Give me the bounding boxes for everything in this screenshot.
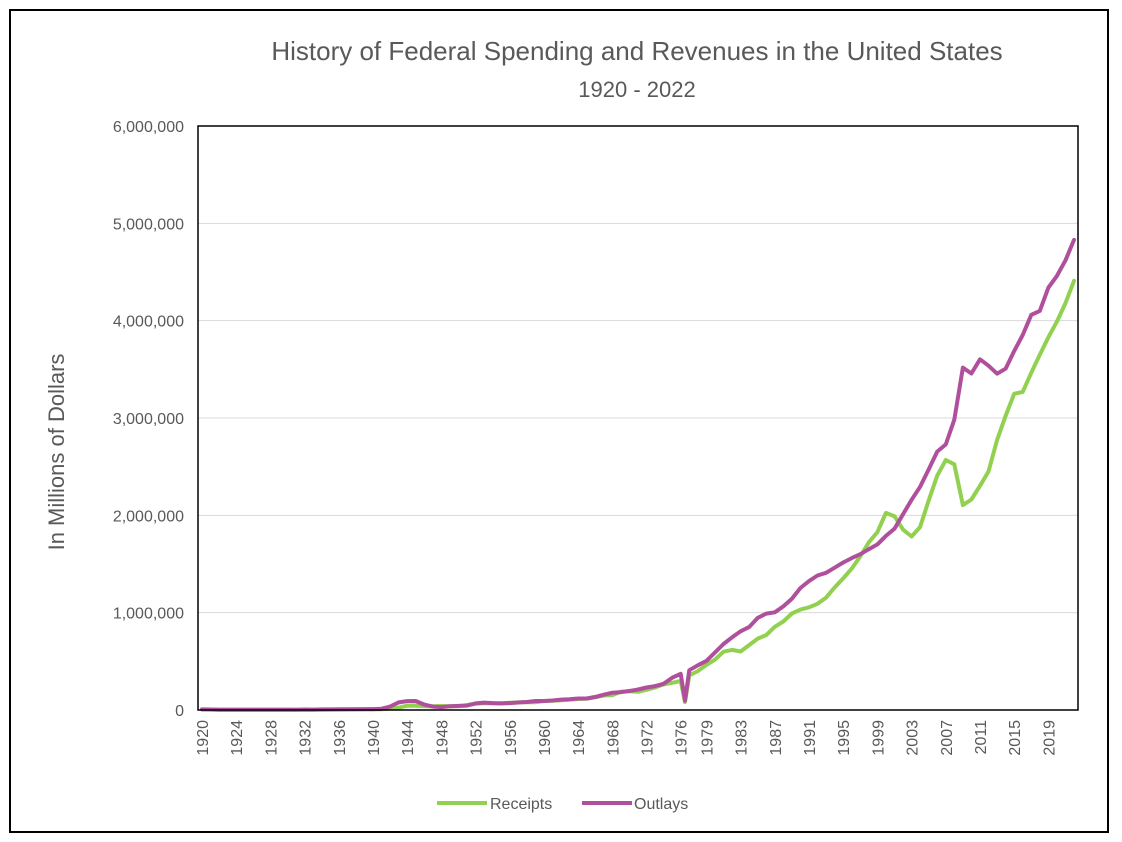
x-tick-label: 1936 <box>332 720 349 756</box>
line-chart: History of Federal Spending and Revenues… <box>11 11 1107 831</box>
y-tick-label: 2,000,000 <box>113 508 184 525</box>
x-tick-label: 1932 <box>298 720 315 756</box>
x-tick-label: 2015 <box>1007 720 1024 756</box>
series-line-outlays <box>202 240 1074 710</box>
x-tick-label: 1940 <box>366 720 383 756</box>
x-tick-label: 1972 <box>640 720 657 756</box>
chart-title: History of Federal Spending and Revenues… <box>271 36 1002 66</box>
x-axis-ticks: 1920 1924 1928 1932 1936 1940 1944 1948 1952 1956… <box>195 720 1058 756</box>
chart-frame: History of Federal Spending and Revenues… <box>9 9 1109 833</box>
x-tick-label: 2019 <box>1041 720 1058 756</box>
x-tick-label: 1924 <box>229 720 246 756</box>
y-tick-label: 3,000,000 <box>113 411 184 428</box>
x-tick-label: 1920 <box>195 720 212 756</box>
legend-label-receipts: Receipts <box>490 796 552 813</box>
series-line-receipts <box>202 281 1074 710</box>
y-axis-label: In Millions of Dollars <box>44 354 69 551</box>
y-tick-label: 6,000,000 <box>113 119 184 136</box>
x-tick-label: 2007 <box>939 720 956 756</box>
legend: Receipts Outlays <box>437 796 688 813</box>
y-tick-label: 5,000,000 <box>113 216 184 233</box>
x-tick-label: 2003 <box>905 720 922 756</box>
x-tick-label: 1952 <box>469 720 486 756</box>
x-tick-label: 1979 <box>699 720 716 756</box>
x-tick-label: 1991 <box>802 720 819 756</box>
y-tick-label: 4,000,000 <box>113 314 184 331</box>
x-tick-label: 1968 <box>605 720 622 756</box>
series-lines <box>202 240 1074 710</box>
x-tick-label: 1928 <box>263 720 280 756</box>
x-tick-label: 1983 <box>734 720 751 756</box>
x-tick-label: 1960 <box>537 720 554 756</box>
x-tick-label: 1995 <box>836 720 853 756</box>
x-tick-label: 1964 <box>571 720 588 756</box>
x-tick-label: 2011 <box>973 720 990 755</box>
x-tick-label: 1976 <box>674 720 691 756</box>
chart-subtitle: 1920 - 2022 <box>578 77 695 102</box>
x-tick-label: 1948 <box>434 720 451 756</box>
y-axis-ticks: 0 1,000,000 2,000,000 3,000,000 4,000,000 5,0… <box>113 119 184 720</box>
x-tick-label: 1956 <box>503 720 520 756</box>
y-tick-label: 1,000,000 <box>113 606 184 623</box>
x-tick-label: 1944 <box>400 720 417 756</box>
x-tick-label: 1999 <box>870 720 887 756</box>
legend-label-outlays: Outlays <box>634 796 688 813</box>
x-tick-label: 1987 <box>768 720 785 756</box>
gridlines <box>198 223 1078 612</box>
y-tick-label: 0 <box>175 703 184 720</box>
